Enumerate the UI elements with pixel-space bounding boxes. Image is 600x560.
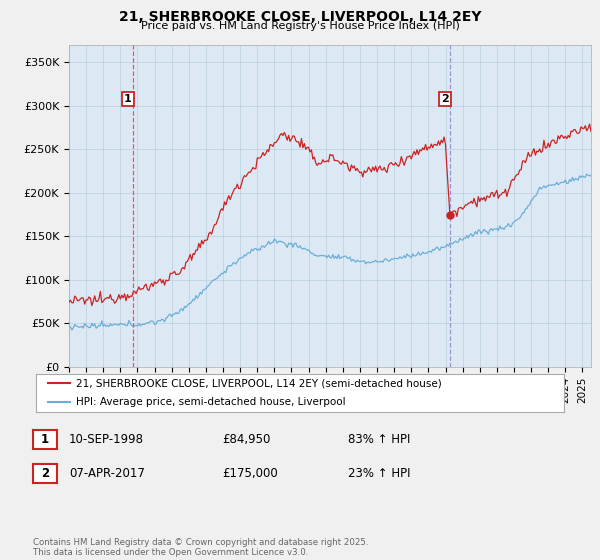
- Text: Contains HM Land Registry data © Crown copyright and database right 2025.
This d: Contains HM Land Registry data © Crown c…: [33, 538, 368, 557]
- Text: £84,950: £84,950: [222, 433, 271, 446]
- Text: 2: 2: [441, 94, 449, 104]
- Text: 2: 2: [41, 466, 49, 480]
- Text: 21, SHERBROOKE CLOSE, LIVERPOOL, L14 2EY (semi-detached house): 21, SHERBROOKE CLOSE, LIVERPOOL, L14 2EY…: [76, 378, 442, 388]
- Text: 07-APR-2017: 07-APR-2017: [69, 466, 145, 480]
- Text: 83% ↑ HPI: 83% ↑ HPI: [348, 433, 410, 446]
- Text: HPI: Average price, semi-detached house, Liverpool: HPI: Average price, semi-detached house,…: [76, 397, 345, 407]
- Text: 23% ↑ HPI: 23% ↑ HPI: [348, 466, 410, 480]
- Text: 1: 1: [41, 433, 49, 446]
- Text: 1: 1: [124, 94, 132, 104]
- Text: 10-SEP-1998: 10-SEP-1998: [69, 433, 144, 446]
- Text: Price paid vs. HM Land Registry's House Price Index (HPI): Price paid vs. HM Land Registry's House …: [140, 21, 460, 31]
- Text: 21, SHERBROOKE CLOSE, LIVERPOOL, L14 2EY: 21, SHERBROOKE CLOSE, LIVERPOOL, L14 2EY: [119, 10, 481, 24]
- Text: £175,000: £175,000: [222, 466, 278, 480]
